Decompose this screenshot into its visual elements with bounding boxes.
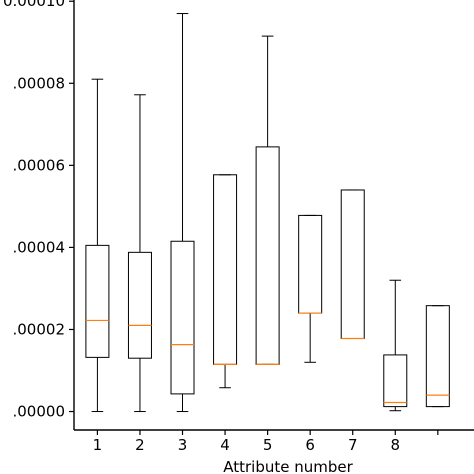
x-tick-label: 1 (93, 436, 103, 454)
box-4 (213, 174, 238, 389)
iqr-box (85, 244, 110, 358)
y-tick-label: .00008 (13, 74, 66, 92)
box-7 (340, 189, 365, 340)
x-tick-label: 6 (305, 436, 315, 454)
y-tick-label: .00002 (13, 320, 66, 338)
x-tick-label: 7 (348, 436, 358, 454)
x-axis-title: Attribute number (223, 458, 353, 474)
box-1 (85, 78, 110, 413)
boxes-layer (85, 13, 450, 413)
iqr-box (298, 214, 323, 314)
iqr-box (213, 174, 238, 365)
iqr-box (340, 189, 365, 340)
iqr-box (170, 240, 195, 395)
y-tick-label: .00006 (13, 156, 66, 174)
box-partial (425, 305, 450, 408)
y-tick-label: 0.00010 (3, 0, 65, 10)
iqr-box (383, 354, 408, 408)
iqr-box (127, 251, 152, 359)
box-8 (383, 279, 408, 412)
y-tick-label: .00000 (13, 403, 66, 421)
x-tick-label: 4 (220, 436, 230, 454)
x-axis-ticks: 1 2 3 4 5 6 7 8 (93, 430, 439, 454)
box-3 (170, 13, 195, 413)
x-tick-label: 2 (135, 436, 145, 454)
x-tick-label: 3 (178, 436, 188, 454)
x-tick-label: 8 (391, 436, 401, 454)
box-2 (127, 94, 152, 413)
y-tick-label: .00004 (13, 238, 66, 256)
x-tick-label: 5 (263, 436, 273, 454)
box-6 (298, 214, 323, 363)
box-5 (255, 35, 280, 365)
y-axis-ticks: .00000 .00002 .00004 .00006 .00008 0.00010 (3, 0, 74, 421)
iqr-box (425, 305, 450, 408)
iqr-box (255, 146, 280, 365)
